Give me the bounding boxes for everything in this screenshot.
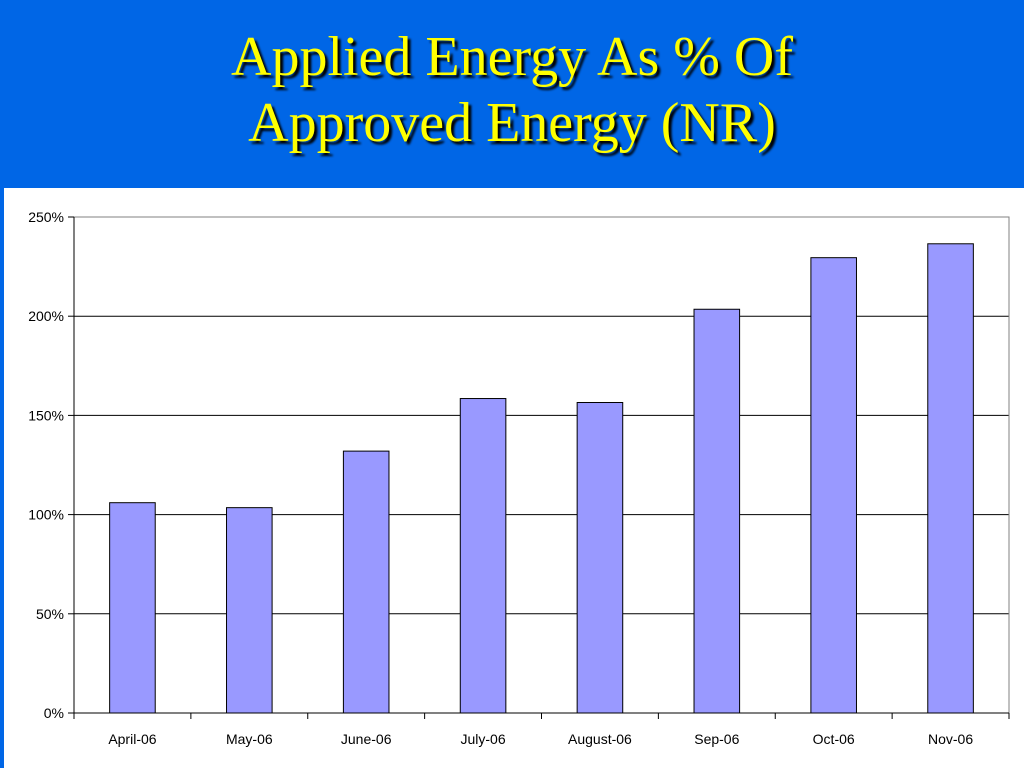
axes [68,216,1010,719]
bar [576,402,624,714]
y-tick-label: 250% [28,209,64,225]
bar [927,243,974,714]
bar [693,308,741,714]
title-line-1: Applied Energy As % Of [231,26,793,88]
bar [226,507,273,714]
left-edge-accent [0,188,4,768]
y-tick-label: 100% [28,507,64,523]
x-tick-label: July-06 [460,731,505,747]
bar-chart: 0% 50% 100% 150% 200% 250% April-06 May-06 June… [28,209,1010,747]
y-tick-label: 150% [28,407,64,423]
gridlines [74,216,1009,615]
x-tick-label: June-06 [341,731,392,747]
bar [459,398,507,714]
title-line-2: Approved Energy (NR) [248,92,776,154]
y-tick-labels: 0% 50% 100% 150% 200% 250% [28,209,64,721]
plot-frame [73,216,1010,714]
slide-title: Applied Energy As % Of Approved Energy (… [0,24,1024,156]
bar [810,257,857,714]
x-tick-label: Nov-06 [928,731,973,747]
bar [342,450,390,714]
x-tick-label: April-06 [108,731,156,747]
bars [109,243,974,714]
y-tick-label: 0% [44,705,64,721]
title-band: Applied Energy As % Of Approved Energy (… [0,0,1024,188]
x-tick-label: Sep-06 [694,731,739,747]
bar [109,502,156,714]
x-tick-label: August-06 [568,731,632,747]
x-tick-label: May-06 [226,731,273,747]
y-tick-label: 50% [36,606,64,622]
x-tick-labels: April-06 May-06 June-06 July-06 August-06 Sep… [108,731,973,747]
x-tick-label: Oct-06 [813,731,855,747]
y-tick-label: 200% [28,308,64,324]
